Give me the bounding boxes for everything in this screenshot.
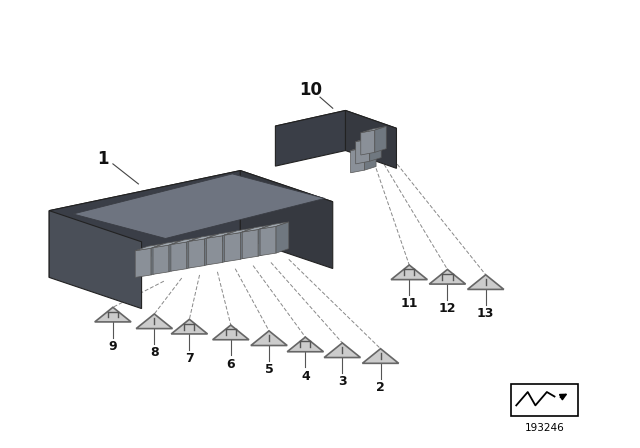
Text: 3: 3 [338,375,347,388]
Polygon shape [136,314,173,328]
Polygon shape [324,343,360,358]
Polygon shape [356,135,381,142]
Polygon shape [153,241,182,248]
Text: 11: 11 [401,297,418,310]
Polygon shape [276,222,289,253]
Polygon shape [370,135,381,161]
Text: 13: 13 [477,307,494,320]
Polygon shape [225,233,241,262]
Polygon shape [467,275,504,289]
Polygon shape [362,349,399,363]
Polygon shape [251,331,287,345]
Text: 8: 8 [150,346,159,359]
Polygon shape [243,229,258,259]
Text: 2: 2 [376,381,385,394]
Polygon shape [260,226,276,256]
Polygon shape [225,228,253,235]
Polygon shape [243,225,271,232]
Polygon shape [189,234,218,241]
Polygon shape [375,126,387,152]
Polygon shape [49,211,141,309]
Polygon shape [189,239,205,268]
Polygon shape [169,241,182,272]
Polygon shape [287,337,323,352]
Text: 1: 1 [97,151,109,168]
Polygon shape [135,248,151,277]
Polygon shape [212,325,249,340]
Polygon shape [207,231,236,238]
Polygon shape [151,244,164,275]
Polygon shape [73,174,324,238]
Text: 9: 9 [109,340,117,353]
Polygon shape [171,242,187,271]
Polygon shape [205,234,218,266]
Polygon shape [241,228,253,259]
Polygon shape [95,307,131,322]
Polygon shape [49,171,241,277]
Polygon shape [207,236,223,265]
Text: 12: 12 [438,302,456,315]
Text: 10: 10 [299,82,322,99]
Polygon shape [258,225,271,256]
Text: 6: 6 [227,358,235,370]
Polygon shape [361,130,375,155]
Polygon shape [351,148,365,173]
Polygon shape [187,237,200,269]
Polygon shape [429,269,466,284]
Text: 193246: 193246 [525,423,564,433]
Polygon shape [153,245,169,274]
Polygon shape [241,171,333,268]
Polygon shape [260,222,289,229]
Text: 4: 4 [301,370,310,383]
Polygon shape [351,144,376,151]
Polygon shape [223,231,236,263]
Polygon shape [391,265,428,280]
FancyBboxPatch shape [511,384,578,416]
Polygon shape [171,237,200,245]
Polygon shape [135,244,164,251]
Polygon shape [346,111,396,168]
Text: 5: 5 [265,363,273,376]
Polygon shape [275,111,396,144]
Text: 7: 7 [185,352,194,365]
Polygon shape [275,111,346,166]
Polygon shape [172,319,207,334]
Polygon shape [356,139,370,164]
Polygon shape [365,144,376,170]
Polygon shape [361,126,387,133]
Polygon shape [49,171,333,242]
